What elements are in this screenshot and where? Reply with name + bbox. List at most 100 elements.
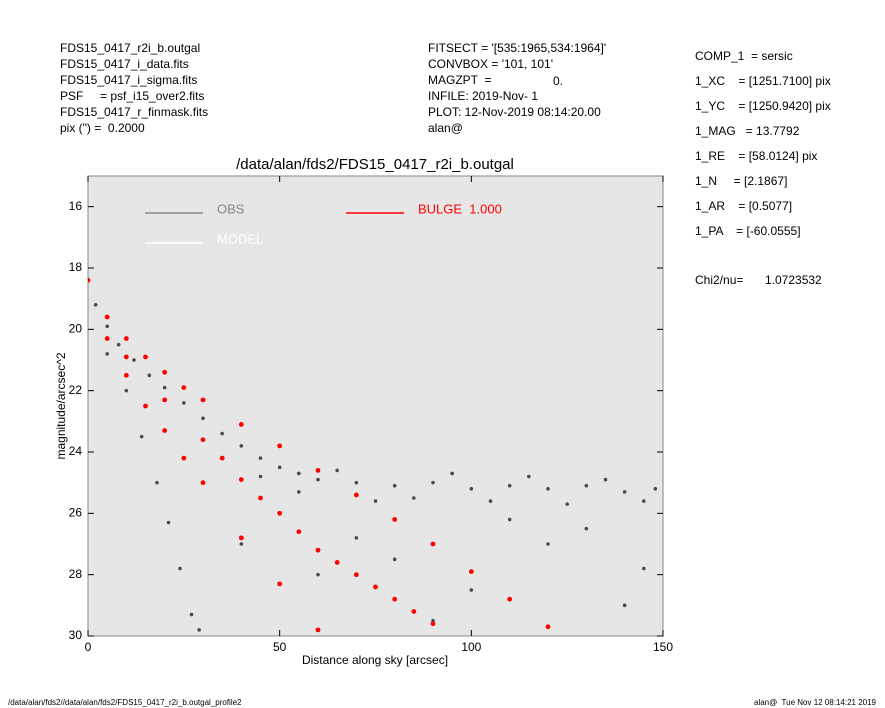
point (527, 474, 531, 479)
point (546, 542, 550, 546)
point (315, 627, 321, 633)
legend-label: OBS (217, 201, 245, 216)
point (488, 499, 493, 503)
magzpt-value: 0. (553, 74, 563, 88)
header-right-line: 1_YC = [1250.9420] pix (695, 99, 831, 113)
point (104, 314, 110, 320)
point (123, 372, 129, 378)
chart-title: /data/alan/fds2/FDS15_0417_r2i_b.outgal (236, 156, 514, 173)
point (565, 502, 569, 506)
point (653, 487, 658, 491)
point (315, 468, 321, 473)
point (373, 499, 378, 503)
point (124, 388, 129, 393)
point (181, 385, 187, 390)
point (277, 443, 283, 449)
points (88, 277, 658, 633)
point (277, 510, 283, 516)
point (507, 596, 513, 602)
point (182, 401, 186, 405)
y-tick-label: 20 (69, 322, 83, 336)
point (238, 477, 244, 482)
point (469, 487, 474, 491)
y-tick-label: 28 (69, 567, 83, 581)
point (642, 499, 646, 503)
point (469, 588, 474, 592)
point (353, 492, 359, 498)
point (238, 535, 244, 541)
point (132, 358, 136, 362)
header-left-line: FDS15_0417_i_sigma.fits (60, 73, 197, 87)
header-left-line: FDS15_0417_r2i_b.outgal (60, 41, 200, 55)
header-middle-line: CONVBOX = '101, 101' (428, 57, 553, 71)
header-left-line: pix (") = 0.2000 (60, 121, 145, 135)
point (93, 303, 98, 307)
x-tick-label: 50 (273, 640, 287, 654)
point (200, 437, 206, 443)
point (316, 572, 320, 577)
point (105, 324, 109, 329)
point (431, 480, 435, 485)
point (123, 354, 129, 360)
point (123, 336, 129, 341)
point (181, 455, 187, 461)
point (353, 572, 359, 578)
point (143, 403, 148, 409)
point (297, 490, 301, 494)
y-tick-label: 18 (69, 260, 83, 274)
header-right-line: 1_XC = [1251.7100] pix (695, 74, 831, 88)
plot-area (87, 175, 664, 637)
y-tick-label: 24 (69, 444, 83, 458)
point (507, 517, 512, 522)
point (373, 584, 378, 590)
point (88, 277, 91, 283)
point (546, 487, 550, 491)
legend-label: MODEL (217, 231, 263, 246)
header-right-line: 1_N = [2.1867] (695, 174, 787, 188)
point (468, 569, 474, 574)
point (412, 496, 416, 500)
point (430, 541, 436, 547)
point (155, 480, 159, 485)
point (354, 480, 359, 485)
point (622, 603, 627, 608)
point (392, 596, 398, 602)
footer-right: alan@ Tue Nov 12 08:14:21 2019 (754, 698, 877, 707)
y-tick-label: 26 (69, 506, 83, 520)
point (189, 612, 194, 617)
point (201, 416, 205, 421)
point (334, 560, 340, 565)
point (147, 373, 152, 378)
point (392, 517, 398, 522)
header-middle-line: MAGZPT = (428, 73, 491, 87)
point (200, 480, 206, 486)
point (507, 483, 512, 488)
header-right-line: 1_AR = [0.5077] (695, 199, 792, 213)
point (545, 624, 551, 630)
y-tick-label: 22 (69, 383, 83, 397)
point (143, 354, 148, 360)
header-middle-line: alan@ (428, 121, 463, 135)
point (105, 352, 109, 356)
header-right-line: COMP_1 = sersic (695, 49, 793, 63)
point (315, 547, 321, 553)
y-label: magnitude/arcsec^2 (54, 352, 68, 459)
point (258, 456, 263, 460)
point (238, 422, 244, 427)
header-left-line: PSF = psf_i15_over2.fits (60, 89, 204, 103)
point (411, 609, 417, 614)
point (139, 434, 144, 439)
point (297, 471, 301, 476)
point (220, 431, 224, 436)
point (392, 483, 397, 488)
x-tick-label: 100 (461, 640, 481, 654)
legend-label: BULGE 1.000 (418, 201, 502, 216)
point (450, 471, 454, 476)
point (162, 385, 167, 390)
header-left-line: FDS15_0417_r_finmask.fits (60, 105, 208, 119)
point (258, 474, 263, 479)
point (277, 581, 283, 587)
point (296, 529, 302, 535)
point (197, 628, 201, 632)
